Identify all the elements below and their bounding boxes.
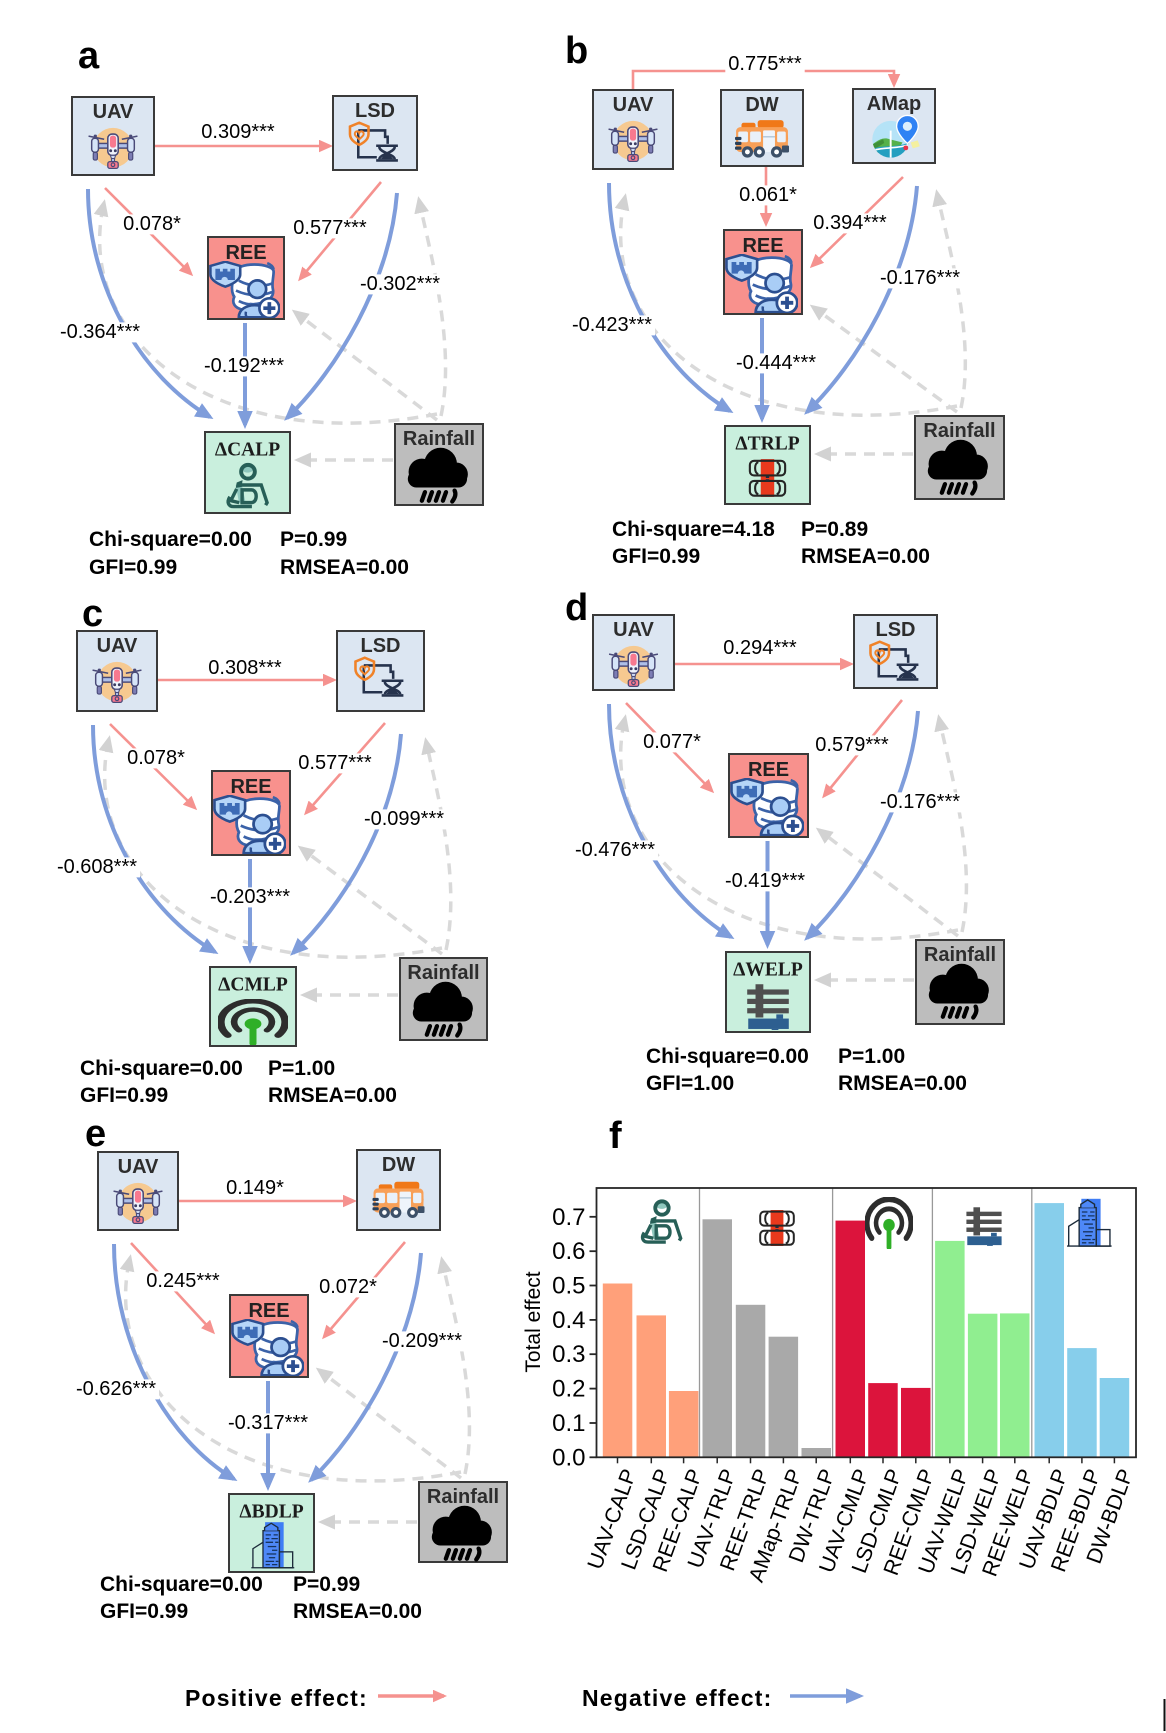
svg-text:Chi-square=0.00: Chi-square=0.00 (80, 1057, 243, 1080)
svg-text:Chi-square=4.18: Chi-square=4.18 (612, 518, 775, 541)
svg-text:Chi-square=0.00: Chi-square=0.00 (89, 528, 252, 551)
svg-text:Positive effect:: Positive effect: (185, 1685, 368, 1711)
svg-text:-0.626***: -0.626*** (76, 1378, 156, 1400)
svg-text:c: c (82, 593, 103, 635)
svg-text:-0.364***: -0.364*** (60, 321, 140, 343)
svg-text:-0.476***: -0.476*** (575, 839, 655, 861)
svg-text:0.308***: 0.308*** (208, 657, 282, 679)
svg-text:GFI=0.99: GFI=0.99 (89, 556, 177, 579)
svg-text:REE: REE (742, 235, 783, 257)
svg-text:0.2: 0.2 (552, 1376, 585, 1403)
svg-text:RMSEA=0.00: RMSEA=0.00 (268, 1084, 397, 1107)
svg-text:-0.444***: -0.444*** (736, 352, 816, 374)
svg-text:P=1.00: P=1.00 (268, 1057, 335, 1080)
svg-text:RMSEA=0.00: RMSEA=0.00 (293, 1600, 422, 1623)
svg-text:0.061*: 0.061* (739, 184, 797, 206)
svg-text:0.245***: 0.245*** (146, 1270, 220, 1292)
svg-text:REE: REE (230, 776, 271, 798)
svg-text:RMSEA=0.00: RMSEA=0.00 (280, 556, 409, 579)
svg-text:0.579***: 0.579*** (815, 734, 889, 756)
svg-text:Rainfall: Rainfall (924, 944, 996, 966)
svg-text:0.078*: 0.078* (123, 213, 181, 235)
svg-text:-0.203***: -0.203*** (210, 886, 290, 908)
svg-text:0.309***: 0.309*** (201, 121, 275, 143)
svg-text:0.0: 0.0 (552, 1444, 585, 1471)
svg-text:ΔWELP: ΔWELP (733, 960, 803, 981)
svg-text:RMSEA=0.00: RMSEA=0.00 (838, 1072, 967, 1095)
svg-text:0.6: 0.6 (552, 1238, 585, 1265)
svg-text:Negative effect:: Negative effect: (582, 1685, 772, 1711)
svg-text:b: b (565, 30, 588, 72)
svg-text:-0.209***: -0.209*** (382, 1330, 462, 1352)
svg-text:-0.192***: -0.192*** (204, 355, 284, 377)
svg-text:e: e (85, 1113, 106, 1155)
svg-text:0.5: 0.5 (552, 1273, 585, 1300)
svg-text:P=0.99: P=0.99 (280, 528, 347, 551)
svg-text:Chi-square=0.00: Chi-square=0.00 (646, 1045, 809, 1068)
svg-text:DW: DW (382, 1154, 415, 1176)
svg-text:0.577***: 0.577*** (293, 217, 367, 239)
svg-text:GFI=0.99: GFI=0.99 (80, 1084, 168, 1107)
svg-text:0.072*: 0.072* (319, 1276, 377, 1298)
svg-text:ΔCALP: ΔCALP (215, 440, 280, 461)
svg-text:LSD: LSD (355, 100, 395, 122)
svg-text:Rainfall: Rainfall (407, 962, 479, 984)
svg-text:UAV: UAV (118, 1156, 159, 1178)
svg-text:d: d (565, 587, 588, 629)
svg-text:GFI=1.00: GFI=1.00 (646, 1072, 734, 1095)
svg-text:0.1: 0.1 (552, 1410, 585, 1437)
svg-text:LSD: LSD (876, 619, 916, 641)
svg-text:GFI=0.99: GFI=0.99 (100, 1600, 188, 1623)
svg-text:a: a (78, 35, 100, 77)
svg-text:0.077*: 0.077* (643, 731, 701, 753)
svg-text:UAV: UAV (613, 619, 654, 641)
svg-text:-0.302***: -0.302*** (360, 273, 440, 295)
svg-text:-0.317***: -0.317*** (228, 1412, 308, 1434)
svg-text:0.7: 0.7 (552, 1204, 585, 1231)
svg-text:AMap: AMap (867, 93, 921, 115)
svg-text:-0.176***: -0.176*** (880, 791, 960, 813)
svg-text:0.3: 0.3 (552, 1341, 585, 1368)
svg-text:REE: REE (748, 759, 789, 781)
svg-text:ΔBDLP: ΔBDLP (239, 1502, 303, 1523)
svg-text:LSD: LSD (361, 635, 401, 657)
svg-text:-0.419***: -0.419*** (725, 870, 805, 892)
svg-text:Rainfall: Rainfall (403, 428, 475, 450)
svg-text:0.577***: 0.577*** (298, 752, 372, 774)
svg-text:Chi-square=0.00: Chi-square=0.00 (100, 1573, 263, 1596)
svg-text:GFI=0.99: GFI=0.99 (612, 545, 700, 568)
svg-text:REE: REE (225, 242, 266, 264)
svg-text:RMSEA=0.00: RMSEA=0.00 (801, 545, 930, 568)
svg-text:Rainfall: Rainfall (427, 1486, 499, 1508)
svg-text:0.394***: 0.394*** (813, 212, 887, 234)
svg-text:P=0.99: P=0.99 (293, 1573, 360, 1596)
svg-text:0.149*: 0.149* (226, 1177, 284, 1199)
svg-text:UAV: UAV (97, 635, 138, 657)
svg-text:UAV: UAV (613, 94, 654, 116)
svg-text:Rainfall: Rainfall (923, 420, 995, 442)
svg-text:0.294***: 0.294*** (723, 637, 797, 659)
svg-text:P=0.89: P=0.89 (801, 518, 868, 541)
svg-text:ΔTRLP: ΔTRLP (735, 434, 799, 455)
svg-text:-0.423***: -0.423*** (572, 314, 652, 336)
svg-text:0.775***: 0.775*** (728, 53, 802, 75)
svg-text:DW: DW (745, 94, 778, 116)
svg-text:-0.176***: -0.176*** (880, 267, 960, 289)
svg-text:UAV: UAV (93, 101, 134, 123)
svg-text:P=1.00: P=1.00 (838, 1045, 905, 1068)
svg-text:REE: REE (248, 1300, 289, 1322)
svg-text:-0.099***: -0.099*** (364, 808, 444, 830)
svg-text:-0.608***: -0.608*** (57, 856, 137, 878)
svg-text:0.4: 0.4 (552, 1307, 585, 1334)
svg-text:ΔCMLP: ΔCMLP (218, 975, 288, 996)
svg-text:f: f (609, 1115, 622, 1157)
svg-text:0.078*: 0.078* (127, 747, 185, 769)
svg-text:Total effect: Total effect (522, 1271, 545, 1372)
